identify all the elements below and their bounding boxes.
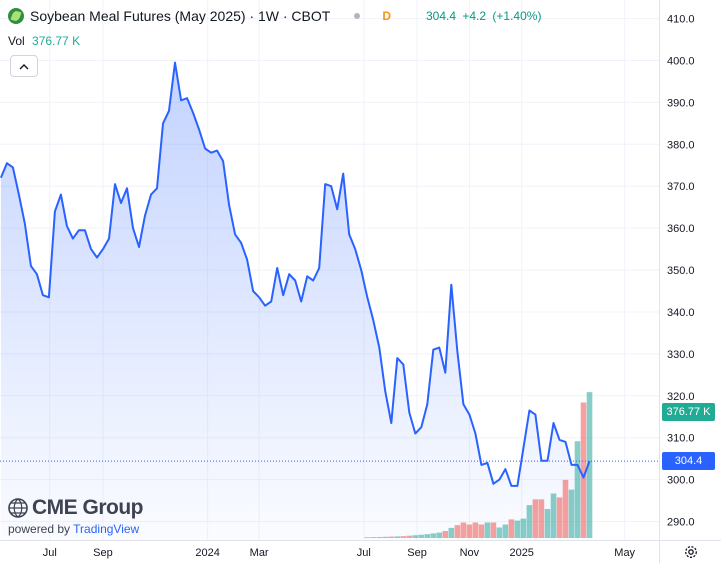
chart-header: Soybean Meal Futures (May 2025) · 1W · C…	[8, 8, 391, 24]
volume-bar	[376, 537, 383, 538]
gear-icon	[685, 546, 697, 558]
volume-bar	[580, 402, 587, 538]
data-delay-marker[interactable]: D	[382, 9, 391, 23]
volume-bar	[544, 509, 551, 538]
last-price-tag: 304.4	[662, 452, 715, 470]
last-quote: 304.4 +4.2 (+1.40%)	[426, 9, 541, 23]
volume-bar	[478, 524, 485, 538]
y-tick-label: 350.0	[667, 265, 695, 277]
y-tick-label: 300.0	[667, 475, 695, 487]
globe-icon	[8, 498, 28, 518]
y-tick-label: 360.0	[667, 223, 695, 235]
price-area-fill	[0, 62, 590, 540]
x-tick-label: Sep	[93, 547, 113, 559]
price-tag-value: 304.4	[674, 455, 703, 467]
y-tick-label: 290.0	[667, 517, 695, 529]
y-tick-label: 390.0	[667, 97, 695, 109]
volume-bar	[424, 534, 431, 538]
volume-bar	[388, 536, 395, 538]
cme-tradingview-branding[interactable]: CME Group powered by TradingView	[8, 496, 144, 536]
price-change-pct: (+1.40%)	[492, 9, 542, 23]
volume-bar	[550, 493, 557, 538]
volume-bar	[538, 499, 545, 538]
y-tick-label: 380.0	[667, 139, 695, 151]
volume-label: Vol	[8, 34, 25, 48]
volume-bar	[448, 527, 455, 538]
volume-bar	[508, 519, 515, 538]
y-tick-label: 320.0	[667, 391, 695, 403]
volume-bar	[526, 505, 533, 538]
price-series-line	[0, 61, 591, 487]
volume-bar	[436, 532, 443, 538]
x-tick-label: May	[614, 547, 635, 559]
volume-bar	[532, 499, 539, 538]
x-tick-label: Jul	[357, 547, 371, 559]
volume-bar	[472, 522, 479, 538]
volume-tag-value: 376.77 K	[666, 406, 711, 418]
collapse-legend-button[interactable]	[10, 55, 38, 77]
volume-bar	[400, 536, 407, 538]
volume-legend: Vol 376.77 K	[8, 34, 80, 48]
chart-title[interactable]: Soybean Meal Futures (May 2025) · 1W · C…	[30, 8, 331, 24]
y-tick-label: 340.0	[667, 307, 695, 319]
volume-bar	[568, 489, 575, 538]
volume-bar	[556, 497, 563, 538]
y-tick-label: 330.0	[667, 349, 695, 361]
volume-bars	[364, 392, 593, 539]
volume-price-tag: 376.77 K	[662, 403, 715, 421]
volume-bar	[394, 536, 401, 538]
price-line	[0, 61, 659, 487]
volume-bar	[466, 524, 473, 538]
x-tick-label: Mar	[250, 547, 269, 559]
powered-by: powered by TradingView	[8, 522, 140, 536]
x-tick-label: Jul	[43, 547, 57, 559]
volume-bar	[382, 536, 389, 538]
volume-bar	[364, 537, 371, 539]
y-tick-label: 400.0	[667, 55, 695, 67]
volume-bar	[484, 522, 491, 538]
price-change: +4.2	[462, 9, 487, 23]
volume-value: 376.77 K	[32, 34, 81, 48]
volume-bar	[370, 537, 377, 538]
chevron-up-icon	[19, 63, 29, 69]
volume-bar	[430, 533, 437, 538]
x-tick-label: 2024	[195, 547, 219, 559]
volume-bar	[490, 522, 497, 538]
volume-bar	[418, 534, 425, 538]
volume-bar	[502, 524, 509, 538]
y-tick-label: 370.0	[667, 181, 695, 193]
price-area	[0, 62, 590, 540]
volume-bar	[412, 535, 419, 538]
volume-bar	[562, 479, 569, 538]
y-tick-label: 410.0	[667, 14, 695, 26]
chart-settings-button[interactable]	[684, 545, 698, 562]
soybean-icon	[8, 8, 24, 24]
x-tick-label: Sep	[407, 547, 427, 559]
x-tick-label: 2025	[509, 547, 533, 559]
volume-bar	[520, 518, 527, 538]
volume-bar	[496, 527, 503, 538]
volume-bar	[514, 520, 521, 538]
volume-bar	[460, 522, 467, 538]
cme-group-wordmark: CME Group	[32, 496, 144, 519]
x-tick-label: Nov	[460, 547, 480, 559]
volume-bar	[574, 441, 581, 538]
tradingview-link[interactable]: TradingView	[73, 522, 140, 536]
volume-bar	[454, 525, 461, 538]
market-status-dot	[354, 13, 361, 19]
volume-bar	[442, 531, 449, 538]
last-price: 304.4	[426, 9, 457, 23]
volume-bar	[586, 392, 593, 538]
y-tick-label: 310.0	[667, 433, 695, 445]
volume-bar	[406, 535, 413, 538]
